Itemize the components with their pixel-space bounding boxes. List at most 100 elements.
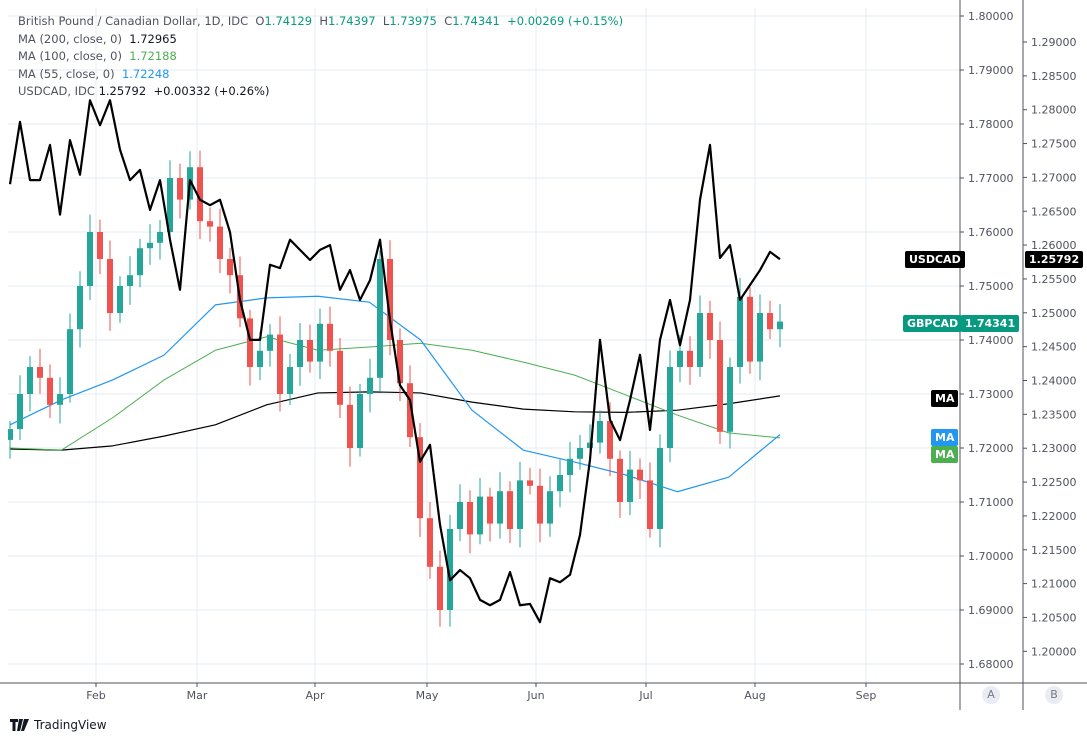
scale-b-button[interactable]: B (1045, 686, 1063, 704)
left-axis-label: 1.74000 (968, 334, 1014, 347)
candle-up (77, 286, 83, 330)
candle-up (657, 448, 663, 529)
price-chart[interactable]: 1.80000 1.79000 1.78000 1.77000 1.76000 1.750… (0, 0, 1087, 710)
candle-down (537, 485, 543, 524)
candle-up (587, 442, 593, 448)
candle-up (457, 502, 463, 529)
usdcad-line (8, 99, 781, 624)
right-axis-label: 1.25500 (1031, 273, 1077, 286)
time-axis-label: Mar (187, 689, 208, 702)
chart-legend: British Pound / Canadian Dollar, 1D, IDC… (18, 13, 623, 101)
candle-down (307, 340, 313, 362)
open-value: 1.74129 (264, 14, 313, 28)
left-axis-label: 1.68000 (968, 658, 1014, 671)
right-axis-label: 1.20500 (1031, 611, 1077, 624)
gbpcad-price-tag: 1.74341 (961, 315, 1020, 332)
candle-up (667, 367, 673, 448)
candle-down (337, 350, 343, 405)
ma55-label: MA (55, close, 0) (18, 66, 115, 81)
time-axis-label: Aug (744, 689, 765, 702)
candle-up (627, 469, 633, 502)
candle-up (157, 232, 163, 243)
candle-up (567, 458, 573, 475)
candle-up (517, 480, 523, 529)
candle-up (147, 242, 153, 249)
candle-up (257, 350, 263, 367)
candle-down (207, 221, 213, 227)
candle-up (57, 394, 63, 405)
right-axis-label: 1.27500 (1031, 138, 1077, 151)
scale-a-button[interactable]: A (982, 686, 1000, 704)
right-axis-label: 1.24500 (1031, 341, 1077, 354)
right-axis-label: 1.24000 (1031, 375, 1077, 388)
candle-up (557, 475, 563, 492)
legend-main: British Pound / Canadian Dollar, 1D, IDC… (18, 13, 623, 31)
legend-ma200[interactable]: MA (200, close, 0) 1.72965 (18, 31, 623, 49)
candle-down (347, 404, 353, 448)
right-axis-label: 1.22500 (1031, 476, 1077, 489)
right-axis-label: 1.23500 (1031, 408, 1077, 421)
tradingview-logo-icon (10, 719, 29, 731)
right-axis-label: 1.22000 (1031, 510, 1077, 523)
candle-up (267, 334, 273, 351)
left-axis-label: 1.75000 (968, 280, 1014, 293)
candle-up (17, 394, 23, 430)
candle-up (87, 232, 93, 286)
usdcad-value: 1.25792 (98, 84, 147, 98)
candle-down (217, 226, 223, 259)
ma100-value: 1.72188 (129, 49, 177, 63)
left-axis-label: 1.72000 (968, 442, 1014, 455)
legend-usdcad[interactable]: USDCAD, IDC 1.25792 +0.00332 (+0.26%) (18, 83, 623, 101)
ma200-value: 1.72965 (129, 31, 177, 46)
ma55-value: 1.72248 (121, 66, 170, 81)
candle-down (717, 340, 723, 432)
right-axis-label: 1.27000 (1031, 171, 1077, 184)
candle-up (137, 248, 143, 276)
candle-down (707, 313, 713, 340)
usdcad-price-tag: 1.25792 (1025, 251, 1084, 268)
usdcad-name-tag: USDCAD (905, 251, 965, 268)
candle-down (327, 323, 333, 351)
plot-area (8, 99, 783, 627)
candle-down (177, 178, 183, 200)
right-axis-label: 1.21500 (1031, 544, 1077, 557)
candle-down (107, 259, 113, 313)
candle-down (407, 383, 413, 438)
time-axis-label: May (416, 689, 439, 702)
left-axis-label: 1.71000 (968, 496, 1014, 509)
left-axis-label: 1.69000 (968, 604, 1014, 617)
right-axis-label: 1.25000 (1031, 307, 1077, 320)
candle-down (647, 480, 653, 529)
candle-down (97, 232, 103, 259)
candle-up (677, 350, 683, 367)
candle-up (727, 367, 733, 432)
candle-up (67, 329, 73, 394)
time-axis-label: Apr (305, 689, 325, 702)
low-label: L (382, 14, 390, 28)
candle-down (397, 340, 403, 384)
tradingview-logo[interactable]: TradingView (10, 718, 107, 732)
candle-down (747, 296, 753, 362)
legend-ma55[interactable]: MA (55, close, 0) 1.72248 (18, 66, 623, 84)
candle-up (477, 496, 483, 535)
symbol-title[interactable]: British Pound / Canadian Dollar, 1D, IDC (18, 14, 249, 28)
legend-ma100[interactable]: MA (100, close, 0) 1.72188 (18, 48, 623, 66)
candle-up (167, 178, 173, 232)
right-axis-label: 1.29000 (1031, 36, 1077, 49)
right-axis-label: 1.28500 (1031, 70, 1077, 83)
right-axis-label: 1.21000 (1031, 578, 1077, 591)
time-axis-label: Feb (86, 689, 105, 702)
candle-down (507, 491, 513, 529)
left-axis-label: 1.78000 (968, 118, 1014, 131)
candle-up (597, 421, 603, 443)
right-axis-label: 1.28000 (1031, 104, 1077, 117)
left-axis-label: 1.76000 (968, 226, 1014, 239)
candle-down (387, 259, 393, 340)
candle-down (467, 502, 473, 535)
candle-down (637, 469, 643, 481)
right-axis-label: 1.20000 (1031, 645, 1077, 658)
right-axis-label: 1.23000 (1031, 442, 1077, 455)
time-axis-label: Jun (526, 689, 544, 702)
candle-up (357, 394, 363, 448)
candle-down (47, 377, 53, 405)
